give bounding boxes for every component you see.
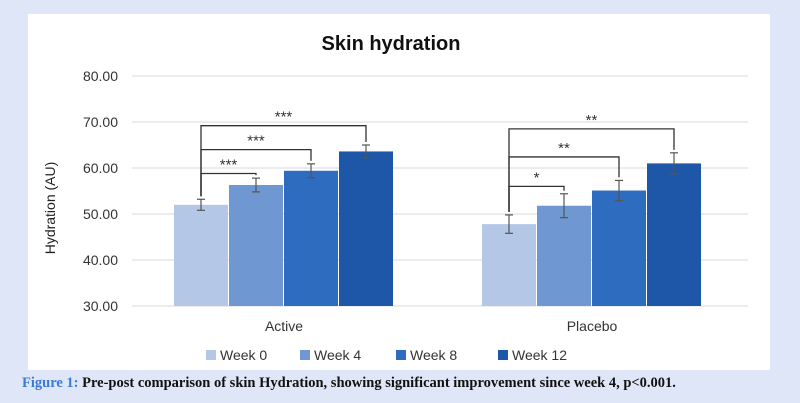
significance-bracket: [200, 125, 367, 197]
legend-label: Week 8: [410, 347, 457, 363]
y-tick-label: 50.00: [83, 206, 118, 222]
significance-label: ***: [247, 133, 265, 150]
significance-label: ***: [220, 157, 238, 174]
y-tick-label: 40.00: [83, 252, 118, 268]
caption-label: Figure 1:: [22, 375, 79, 391]
caption-text: Pre-post comparison of skin Hydration, s…: [78, 375, 676, 391]
legend-label: Week 12: [512, 347, 567, 363]
figure-caption: Figure 1: Pre-post comparison of skin Hy…: [22, 375, 792, 392]
legend-swatch: [396, 350, 406, 360]
significance-label: ***: [275, 109, 293, 126]
significance-label: **: [586, 112, 598, 129]
y-tick-label: 30.00: [83, 298, 118, 314]
significance-bracket: [508, 128, 675, 212]
bar: [229, 185, 283, 306]
legend-label: Week 0: [220, 347, 267, 363]
bar: [537, 205, 591, 306]
bar: [174, 204, 228, 306]
significance-label: **: [558, 140, 570, 157]
legend-swatch: [498, 350, 508, 360]
x-tick-label: Active: [265, 318, 303, 334]
bar: [339, 151, 393, 306]
legend-label: Week 4: [314, 347, 361, 363]
bar: [592, 190, 646, 306]
y-tick-label: 70.00: [83, 114, 118, 130]
bar: [482, 224, 536, 306]
bar-chart: Skin hydration Hydration (AU) **********…: [42, 33, 748, 363]
y-tick-label: 80.00: [83, 68, 118, 84]
legend-swatch: [300, 350, 310, 360]
y-axis-label: Hydration (AU): [42, 162, 58, 255]
y-tick-label: 60.00: [83, 160, 118, 176]
bar: [647, 163, 701, 306]
x-tick-label: Placebo: [567, 318, 618, 334]
bar: [284, 170, 338, 306]
chart-title: Skin hydration: [322, 33, 461, 55]
significance-label: *: [534, 169, 540, 186]
legend-swatch: [206, 350, 216, 360]
chart-panel: Skin hydration Hydration (AU) *** *** *** *…: [28, 14, 770, 370]
